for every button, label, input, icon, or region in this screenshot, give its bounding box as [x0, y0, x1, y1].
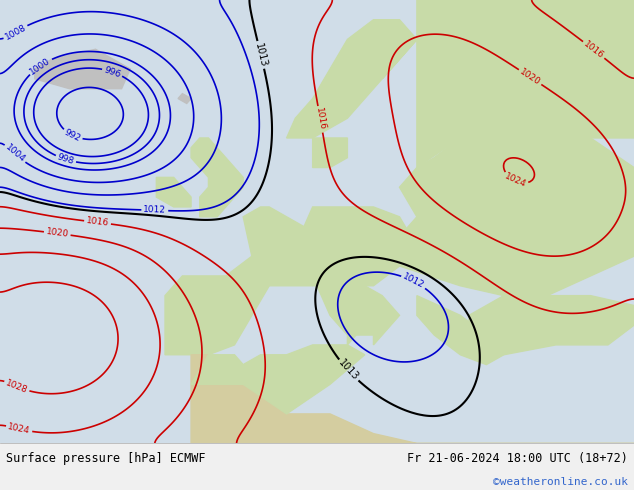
Polygon shape: [35, 49, 130, 89]
Text: 1016: 1016: [86, 217, 110, 228]
Text: Surface pressure [hPa] ECMWF: Surface pressure [hPa] ECMWF: [6, 452, 206, 465]
Text: 996: 996: [103, 65, 122, 79]
Text: 1008: 1008: [3, 23, 28, 42]
Text: 1024: 1024: [503, 172, 527, 190]
Text: 1016: 1016: [314, 107, 327, 131]
Polygon shape: [165, 256, 269, 355]
Text: ©weatheronline.co.uk: ©weatheronline.co.uk: [493, 477, 628, 487]
Polygon shape: [191, 345, 365, 414]
Polygon shape: [417, 295, 504, 365]
Text: 1024: 1024: [7, 422, 31, 436]
Text: 1020: 1020: [46, 227, 69, 239]
Polygon shape: [382, 0, 634, 168]
Polygon shape: [287, 20, 417, 138]
Text: 1020: 1020: [518, 67, 542, 87]
Text: 1004: 1004: [3, 143, 27, 165]
Text: 1012: 1012: [143, 205, 166, 215]
Polygon shape: [157, 177, 191, 207]
Text: Fr 21-06-2024 18:00 UTC (18+72): Fr 21-06-2024 18:00 UTC (18+72): [407, 452, 628, 465]
Text: 1013: 1013: [337, 358, 360, 383]
Text: 1012: 1012: [401, 272, 426, 291]
Text: 1000: 1000: [29, 56, 52, 76]
Polygon shape: [243, 207, 313, 286]
Polygon shape: [178, 94, 191, 103]
Text: 1016: 1016: [582, 39, 605, 60]
Text: 992: 992: [63, 127, 82, 143]
Polygon shape: [313, 276, 399, 345]
Text: 998: 998: [56, 152, 75, 166]
Text: 1013: 1013: [253, 42, 269, 68]
Polygon shape: [313, 138, 347, 168]
Text: 1028: 1028: [4, 378, 29, 395]
Polygon shape: [191, 355, 634, 443]
Polygon shape: [469, 295, 634, 355]
Polygon shape: [191, 138, 243, 217]
Polygon shape: [399, 118, 634, 295]
Polygon shape: [304, 207, 417, 286]
